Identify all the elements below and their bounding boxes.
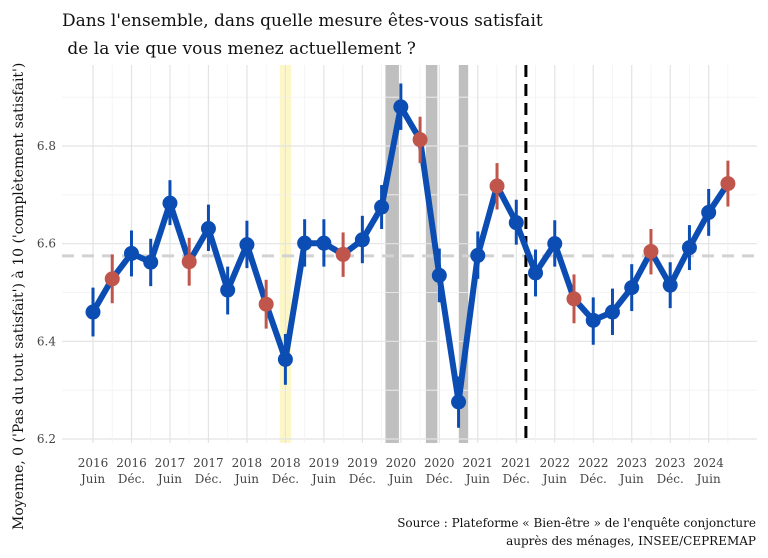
x-tick-label-13: Déc. bbox=[580, 472, 607, 486]
x-tick-label-10: Juin bbox=[464, 472, 490, 486]
x-tick-year-4: 2018 bbox=[232, 456, 263, 470]
data-point-30 bbox=[662, 277, 678, 293]
x-tick-label-9: Déc. bbox=[426, 472, 453, 486]
data-point-9 bbox=[258, 296, 274, 312]
data-point-25 bbox=[566, 291, 582, 307]
y-tick-label-1: 6.4 bbox=[37, 334, 56, 348]
data-point-23 bbox=[528, 265, 544, 281]
data-point-13 bbox=[335, 246, 351, 262]
x-tick-label-7: Déc. bbox=[349, 472, 376, 486]
data-point-33 bbox=[720, 176, 736, 192]
x-tick-year-1: 2016 bbox=[116, 456, 147, 470]
x-axis: 2016 Juin 2016 Déc. 2017 Juin 2017 Déc. 2018 Juin… bbox=[78, 456, 725, 486]
data-point-1 bbox=[104, 271, 120, 287]
x-tick-label-0: Juin bbox=[79, 472, 105, 486]
chart-title-line-1: Dans l'ensemble, dans quelle mesure êtes… bbox=[62, 11, 543, 31]
x-tick-year-2: 2017 bbox=[155, 456, 186, 470]
series-line bbox=[90, 103, 731, 405]
x-tick-label-14: Juin bbox=[618, 472, 644, 486]
grid bbox=[62, 65, 757, 443]
data-point-14 bbox=[354, 232, 370, 248]
shaded-period-2 bbox=[425, 65, 438, 443]
x-tick-label-1: Déc. bbox=[118, 472, 145, 486]
x-tick-year-10: 2021 bbox=[463, 456, 494, 470]
data-point-32 bbox=[701, 204, 717, 220]
x-tick-year-6: 2019 bbox=[309, 456, 340, 470]
data-point-31 bbox=[681, 240, 697, 256]
source-line-1: Source : Plateforme « Bien-être » de l'e… bbox=[397, 516, 756, 530]
data-point-22 bbox=[508, 215, 524, 231]
data-point-8 bbox=[239, 237, 255, 253]
data-point-21 bbox=[489, 178, 505, 194]
data-point-17 bbox=[412, 132, 428, 148]
data-point-2 bbox=[123, 245, 139, 261]
x-tick-year-0: 2016 bbox=[78, 456, 109, 470]
y-axis-title: Moyenne, 0 ('Pas du tout satisfait') à 1… bbox=[10, 63, 27, 530]
data-point-6 bbox=[200, 221, 216, 237]
data-point-27 bbox=[604, 304, 620, 320]
y-tick-label-0: 6.2 bbox=[37, 432, 56, 446]
data-point-5 bbox=[181, 254, 197, 270]
data-point-26 bbox=[585, 312, 601, 328]
x-tick-year-8: 2020 bbox=[386, 456, 417, 470]
y-tick-label-3: 6.8 bbox=[37, 139, 56, 153]
x-tick-year-12: 2022 bbox=[539, 456, 570, 470]
data-point-4 bbox=[162, 195, 178, 211]
data-point-7 bbox=[220, 282, 236, 298]
x-tick-label-8: Juin bbox=[387, 472, 413, 486]
y-axis: 6.2 6.4 6.6 6.8 bbox=[37, 139, 56, 446]
data-point-16 bbox=[393, 99, 409, 115]
x-tick-year-5: 2018 bbox=[270, 456, 301, 470]
source-line-2: auprès des ménages, INSEE/CEPREMAP bbox=[506, 534, 756, 548]
x-tick-label-16: Juin bbox=[695, 472, 721, 486]
x-tick-year-15: 2023 bbox=[655, 456, 686, 470]
x-tick-year-16: 2024 bbox=[693, 456, 724, 470]
chart-title-line-2: de la vie que vous menez actuellement ? bbox=[62, 39, 416, 59]
data-point-0 bbox=[85, 304, 101, 320]
data-point-18 bbox=[431, 267, 447, 283]
x-tick-label-2: Juin bbox=[156, 472, 182, 486]
x-tick-label-3: Déc. bbox=[195, 472, 222, 486]
series bbox=[85, 83, 736, 428]
data-point-24 bbox=[547, 236, 563, 252]
x-tick-year-9: 2020 bbox=[424, 456, 455, 470]
data-point-15 bbox=[374, 199, 390, 215]
data-point-12 bbox=[316, 235, 332, 251]
y-tick-label-2: 6.6 bbox=[37, 237, 56, 251]
x-tick-year-13: 2022 bbox=[578, 456, 609, 470]
data-point-3 bbox=[143, 254, 159, 270]
x-tick-year-7: 2019 bbox=[347, 456, 378, 470]
x-tick-year-3: 2017 bbox=[193, 456, 224, 470]
x-tick-label-12: Juin bbox=[541, 472, 567, 486]
data-point-28 bbox=[624, 280, 640, 296]
x-tick-label-15: Déc. bbox=[657, 472, 684, 486]
data-point-11 bbox=[297, 235, 313, 251]
data-point-10 bbox=[277, 351, 293, 367]
x-tick-label-11: Déc. bbox=[503, 472, 530, 486]
data-point-20 bbox=[470, 247, 486, 263]
data-point-29 bbox=[643, 243, 659, 259]
x-tick-year-14: 2023 bbox=[616, 456, 647, 470]
x-tick-label-6: Juin bbox=[310, 472, 336, 486]
x-tick-label-4: Juin bbox=[233, 472, 259, 486]
shaded-period-3 bbox=[458, 65, 469, 443]
data-point-19 bbox=[451, 394, 467, 410]
x-tick-label-5: Déc. bbox=[272, 472, 299, 486]
x-tick-year-11: 2021 bbox=[501, 456, 532, 470]
